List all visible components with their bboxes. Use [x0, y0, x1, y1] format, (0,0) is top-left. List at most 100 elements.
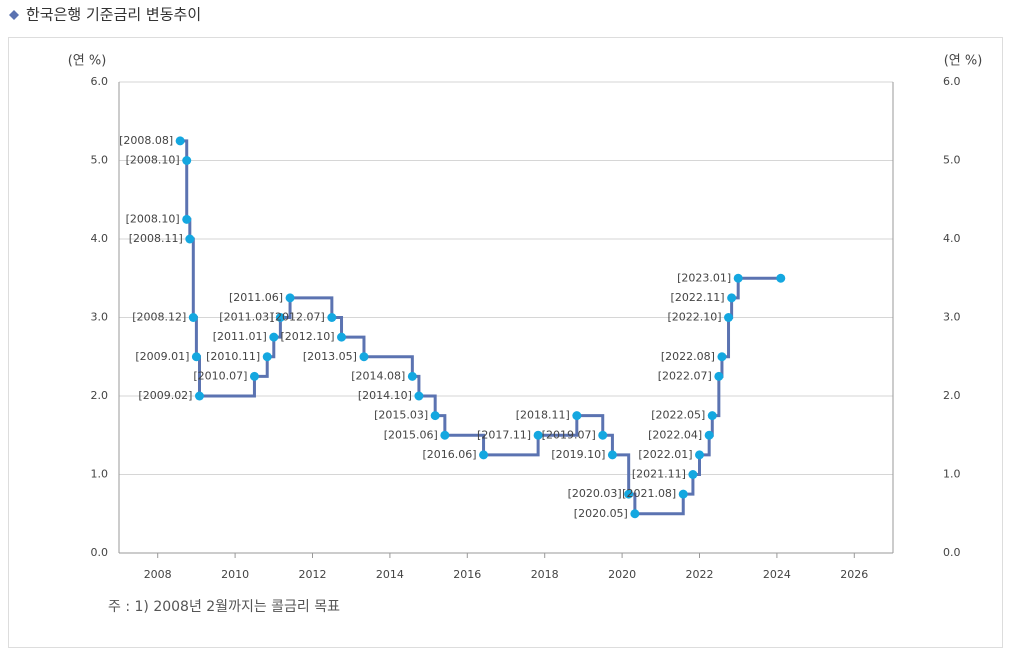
rate-point — [175, 136, 185, 146]
y-tick-label: 0.0 — [91, 546, 109, 559]
rate-point — [275, 313, 285, 322]
rate-point — [695, 450, 704, 460]
y2-tick-label: 1.0 — [943, 468, 961, 481]
x-tick-label: 2016 — [453, 568, 481, 581]
y-tick-label: 1.0 — [91, 468, 109, 481]
point-label: [2008.10] — [126, 212, 180, 225]
point-label: [2010.07] — [193, 369, 247, 382]
rate-point — [337, 332, 347, 342]
point-label: [2021.11] — [632, 468, 686, 481]
rate-point — [688, 470, 698, 479]
y2-axis-label: (연 %) — [944, 54, 983, 69]
x-tick-label: 2014 — [376, 568, 404, 581]
rate-point — [185, 234, 195, 244]
point-label: [2012.07] — [271, 311, 325, 324]
point-label: [2008.12] — [132, 311, 186, 324]
x-tick-label: 2024 — [763, 568, 791, 581]
rate-point — [717, 352, 727, 362]
rate-point — [776, 273, 786, 283]
point-label: [2008.11] — [129, 232, 183, 245]
point-label: [2022.11] — [671, 291, 725, 304]
rate-point — [191, 352, 201, 362]
point-label: [2008.10] — [126, 154, 180, 167]
point-label: [2022.05] — [651, 409, 705, 422]
y-tick-label: 2.0 — [91, 389, 109, 402]
rate-point — [714, 371, 724, 381]
point-label: [2012.10] — [280, 330, 334, 343]
point-label: [2014.10] — [358, 389, 412, 402]
rate-point — [182, 214, 192, 224]
x-tick-label: 2008 — [144, 568, 172, 581]
point-label: [2021.08] — [622, 487, 676, 500]
rate-point — [262, 352, 272, 362]
rate-point — [269, 332, 279, 342]
rate-point — [479, 450, 489, 460]
rate-point — [707, 411, 717, 421]
rate-point — [704, 430, 714, 440]
point-label: [2020.05] — [574, 507, 628, 520]
chart-frame — [8, 37, 1003, 648]
rate-point — [285, 293, 295, 303]
point-label: [2022.01] — [638, 448, 692, 461]
y2-tick-label: 0.0 — [943, 546, 961, 559]
rate-point — [414, 391, 424, 401]
rate-point — [182, 156, 192, 165]
point-label: [2019.10] — [551, 448, 605, 461]
rate-point — [249, 371, 259, 381]
rate-point — [572, 411, 582, 421]
point-label: [2009.02] — [138, 389, 192, 402]
y2-tick-label: 5.0 — [943, 154, 961, 167]
rate-point — [607, 450, 617, 460]
rate-point — [630, 509, 640, 519]
x-tick-label: 2012 — [299, 568, 327, 581]
x-tick-label: 2022 — [686, 568, 714, 581]
rate-point — [533, 430, 543, 440]
point-label: [2010.11] — [206, 350, 260, 363]
point-label: [2019.07] — [542, 428, 596, 441]
point-label: [2011.06] — [229, 291, 283, 304]
point-label: [2022.10] — [667, 311, 721, 324]
x-tick-label: 2018 — [531, 568, 559, 581]
title: 한국은행 기준금리 변동추이 — [26, 6, 201, 24]
rate-point — [727, 293, 737, 303]
x-tick-label: 2026 — [840, 568, 868, 581]
point-label: [2017.11] — [477, 428, 531, 441]
y-tick-label: 3.0 — [91, 311, 109, 324]
point-label: [2013.05] — [303, 350, 357, 363]
rate-point — [194, 391, 204, 401]
rate-point — [724, 313, 734, 322]
point-label: [2016.06] — [422, 448, 476, 461]
y-axis-label: (연 %) — [68, 54, 107, 69]
rate-point — [598, 430, 608, 440]
title-icon — [9, 10, 19, 20]
point-label: [2018.11] — [516, 409, 570, 422]
rate-point — [359, 352, 369, 362]
rate-point — [327, 313, 337, 322]
rate-point — [430, 411, 440, 421]
y-tick-label: 6.0 — [91, 75, 109, 88]
footnote: 주 : 1) 2008년 2월까지는 콜금리 목표 — [108, 599, 340, 615]
point-label: [2014.08] — [351, 369, 405, 382]
y2-tick-label: 3.0 — [943, 311, 961, 324]
rate-point — [188, 313, 198, 322]
y2-tick-label: 4.0 — [943, 232, 961, 245]
rate-point — [407, 371, 417, 381]
rate-point — [440, 430, 450, 440]
point-label: [2009.01] — [135, 350, 189, 363]
x-tick-label: 2010 — [221, 568, 249, 581]
rate-point — [678, 489, 688, 499]
point-label: [2022.07] — [658, 369, 712, 382]
point-label: [2023.01] — [677, 271, 731, 284]
y2-tick-label: 2.0 — [943, 389, 961, 402]
point-label: [2015.03] — [374, 409, 428, 422]
rate-point — [733, 273, 743, 283]
point-label: [2011.01] — [213, 330, 267, 343]
point-label: [2008.08] — [119, 134, 173, 147]
point-label: [2022.04] — [648, 428, 702, 441]
y-tick-label: 4.0 — [91, 232, 109, 245]
y2-tick-label: 6.0 — [943, 75, 961, 88]
point-label: [2022.08] — [661, 350, 715, 363]
point-label: [2011.03] — [219, 311, 273, 324]
point-label: [2020.03] — [568, 487, 622, 500]
